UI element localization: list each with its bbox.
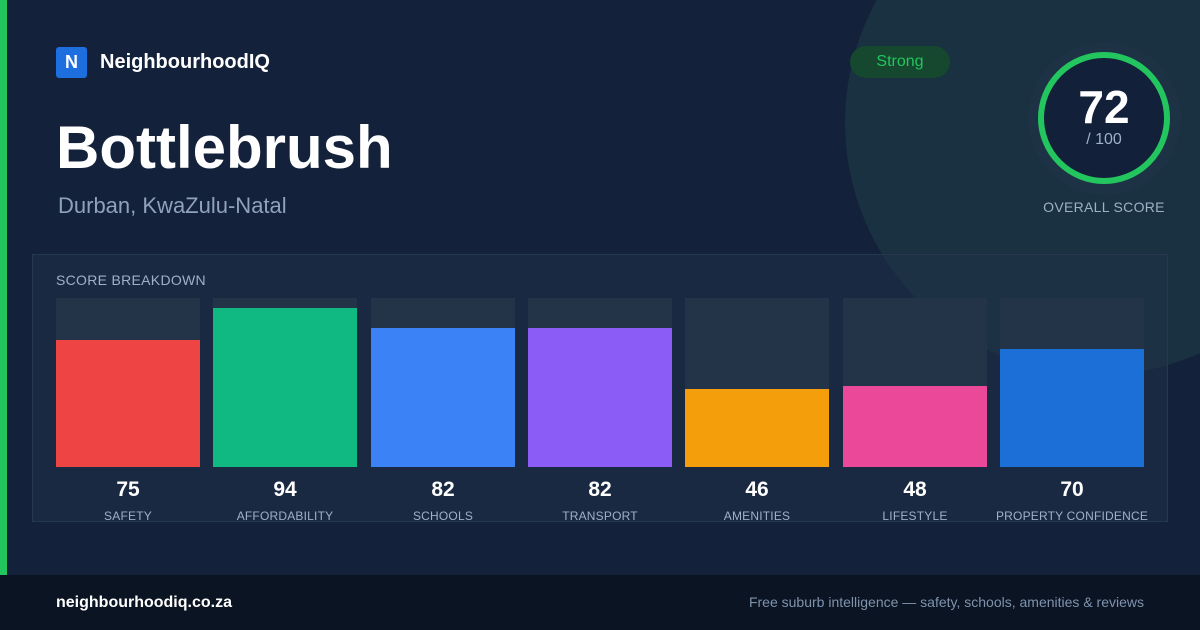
brand-logo-icon: N: [56, 46, 87, 78]
bar-value: 46: [745, 478, 769, 501]
score-bar-lifestyle: 48 LIFESTYLE: [843, 298, 987, 523]
bar-fill: [371, 328, 515, 467]
overall-score-value: 72: [1078, 81, 1130, 133]
bar-label: TRANSPORT: [562, 509, 638, 523]
bar-label: SCHOOLS: [412, 509, 474, 523]
bar-track: [1000, 298, 1144, 467]
brand: N NeighbourhoodIQ: [56, 46, 270, 78]
bar-fill: [56, 340, 200, 467]
brand-name: NeighbourhoodIQ: [100, 50, 270, 73]
bar-fill: [213, 308, 357, 467]
footer-url[interactable]: neighbourhoodiq.co.za: [56, 594, 232, 611]
bar-track: [56, 298, 200, 467]
bar-label: AFFORDABILITY: [236, 509, 334, 523]
overall-score-max: / 100: [1086, 131, 1122, 148]
score-breakdown-panel: SCORE BREAKDOWN 75 SAFETY 94 AFFORDABILITY 8…: [32, 254, 1168, 523]
accent-bar: [0, 0, 7, 575]
score-bar-affordability: 94 AFFORDABILITY: [213, 298, 357, 523]
bar-value: 82: [431, 478, 455, 501]
share-card: N NeighbourhoodIQ Bottlebrush Durban, Kw…: [0, 0, 1200, 575]
score-bar-amenities: 46 AMENITIES: [685, 298, 829, 523]
score-breakdown-bars: 75 SAFETY 94 AFFORDABILITY 82 SCHOOLS 82 TRANSP…: [56, 298, 1148, 523]
overall-score-label: OVERALL SCORE: [1043, 199, 1165, 215]
overall-score-gauge: [1038, 52, 1170, 184]
bar-track: [371, 298, 515, 467]
rating-badge: Strong: [850, 46, 950, 78]
bar-track: [213, 298, 357, 467]
bar-track: [685, 298, 829, 467]
score-bar-property-confidence: 70 PROPERTY CONFIDENCE: [996, 298, 1148, 523]
bar-label: PROPERTY CONFIDENCE: [995, 509, 1149, 523]
score-bar-safety: 75 SAFETY: [56, 298, 200, 523]
bar-value: 75: [116, 478, 140, 501]
score-bar-schools: 82 SCHOOLS: [371, 298, 515, 523]
bar-fill: [843, 386, 987, 467]
suburb-name: Bottlebrush: [56, 114, 393, 181]
score-bar-transport: 82 TRANSPORT: [528, 298, 672, 523]
bar-fill: [528, 328, 672, 467]
suburb-location: Durban, KwaZulu-Natal: [58, 193, 287, 218]
footer: neighbourhoodiq.co.za Free suburb intell…: [0, 575, 1200, 630]
bar-fill: [685, 389, 829, 467]
bar-value: 94: [273, 478, 297, 501]
bar-value: 48: [903, 478, 927, 501]
bar-track: [528, 298, 672, 467]
bar-label: LIFESTYLE: [882, 509, 948, 523]
bar-fill: [1000, 349, 1144, 467]
bar-track: [843, 298, 987, 467]
footer-tagline: Free suburb intelligence — safety, schoo…: [748, 594, 1144, 610]
bar-label: SAFETY: [104, 509, 152, 523]
bar-label: AMENITIES: [723, 509, 791, 523]
bar-value: 70: [1060, 478, 1084, 501]
bar-value: 82: [588, 478, 612, 501]
score-breakdown-title: SCORE BREAKDOWN: [56, 272, 206, 288]
gauge-arc: [1038, 52, 1170, 184]
